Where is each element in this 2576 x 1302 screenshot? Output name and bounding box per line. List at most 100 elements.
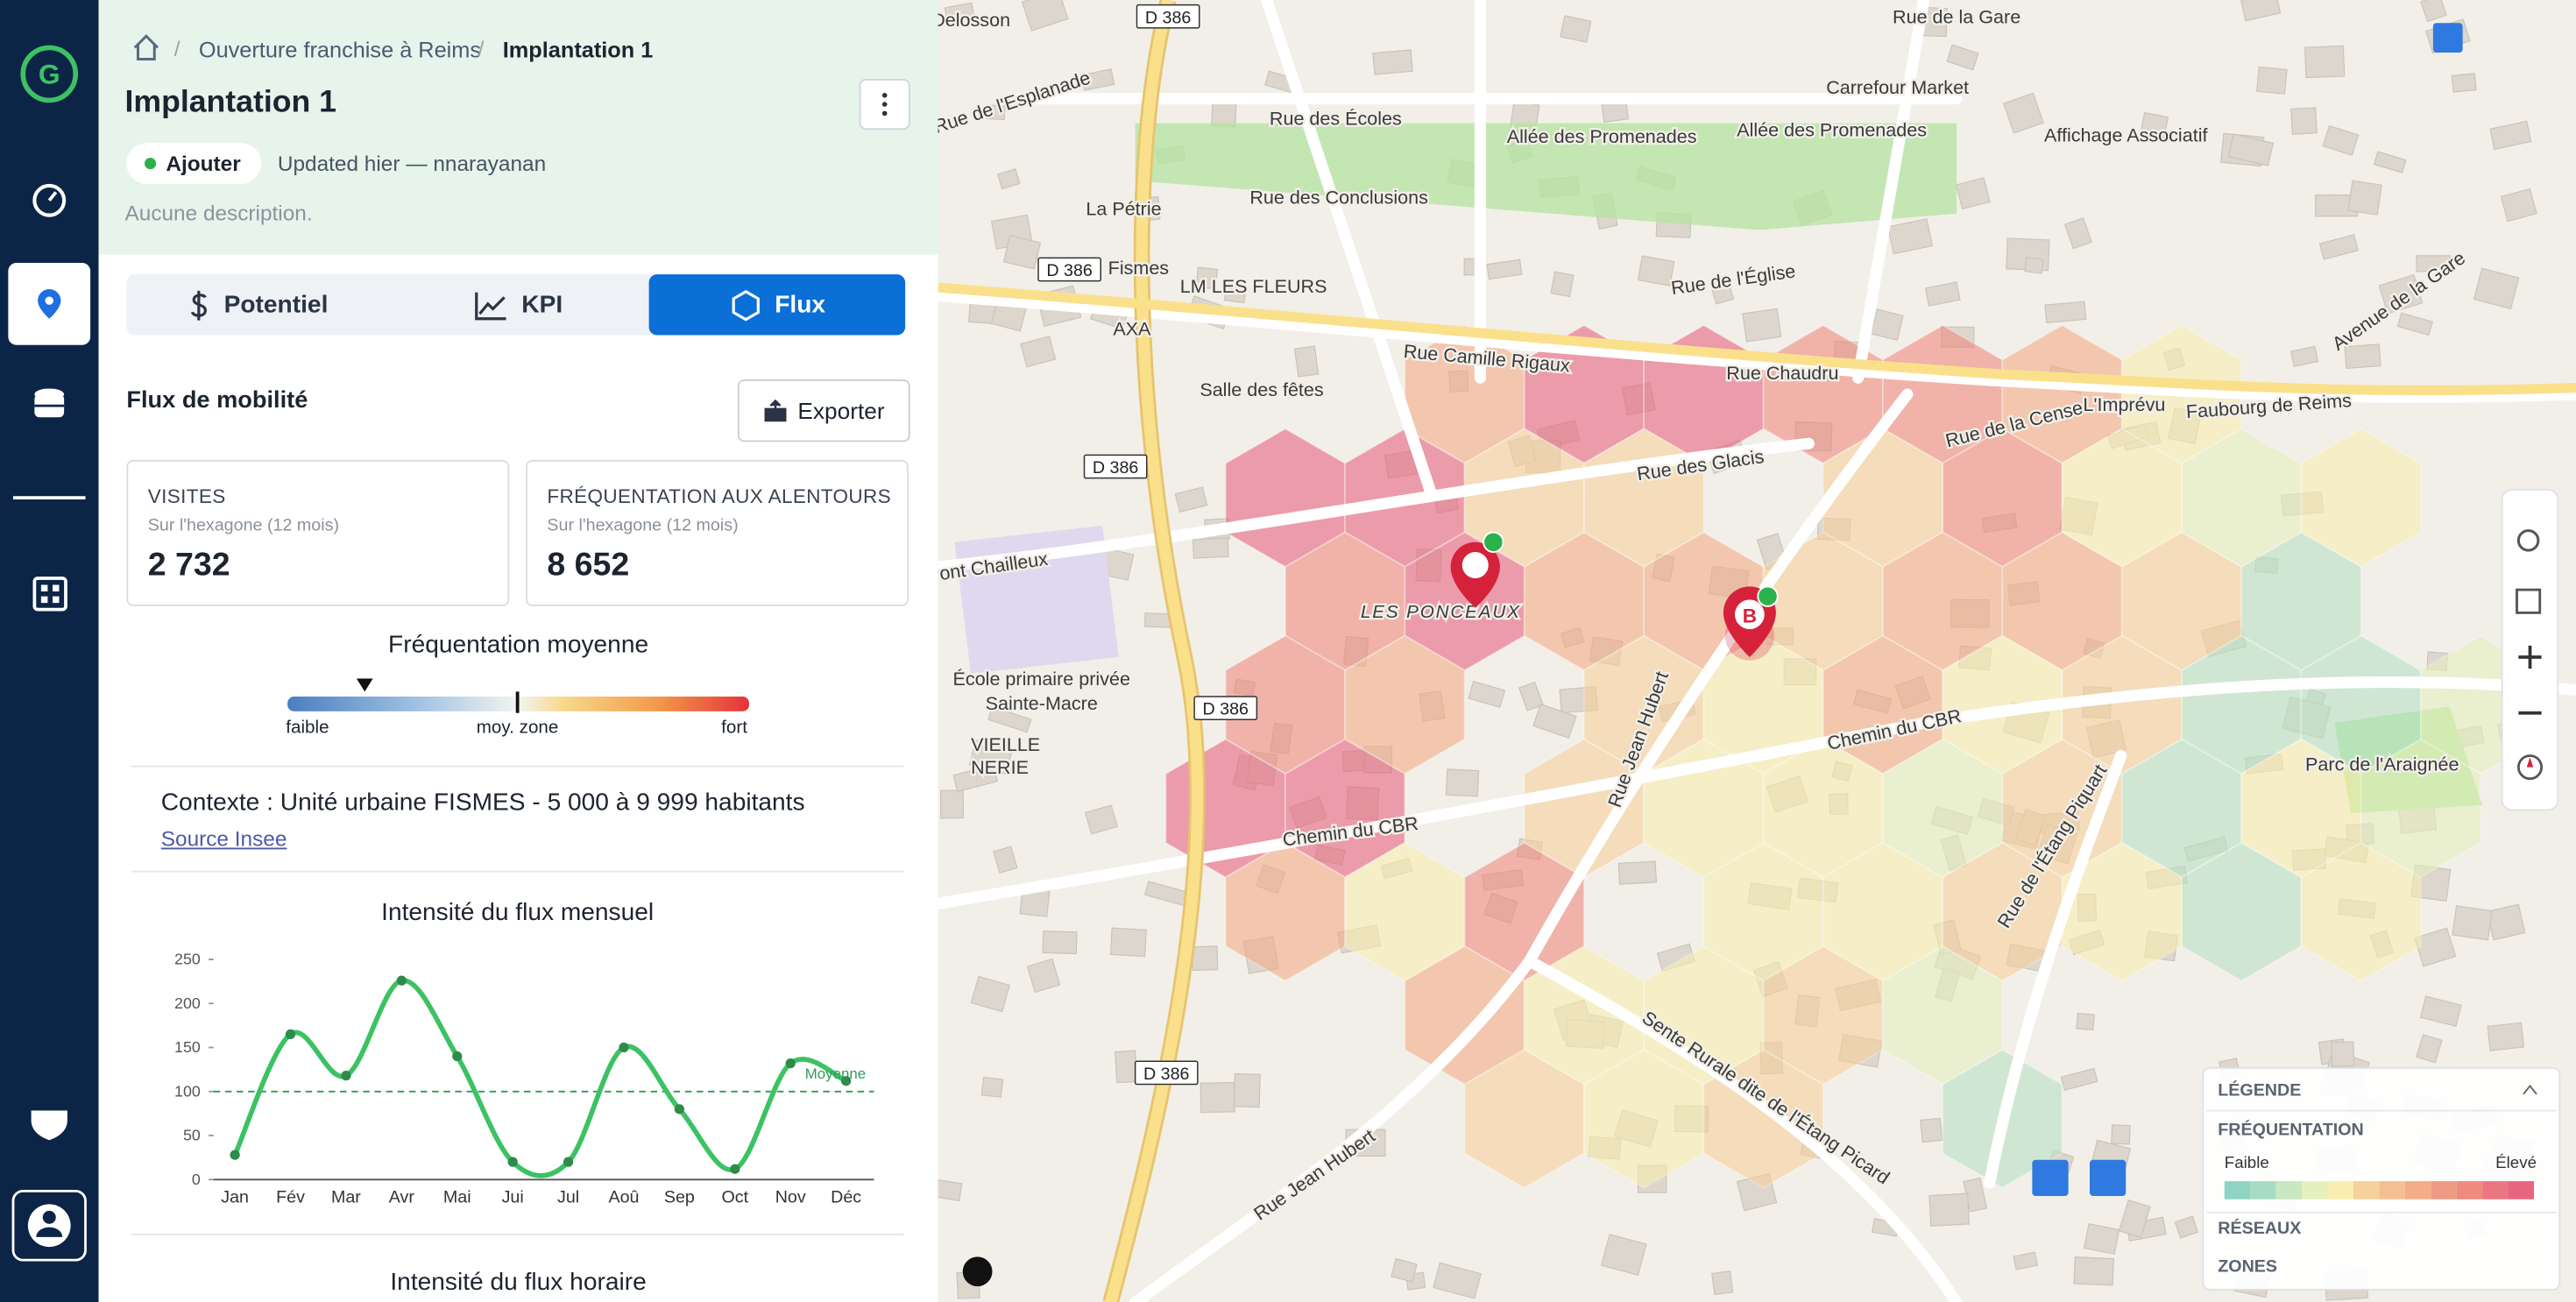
breadcrumb-link[interactable]: Ouverture franchise à Reims — [198, 38, 482, 63]
b-marker-letter: B — [1743, 605, 1757, 627]
status-label: Ajouter — [166, 151, 241, 176]
gauge-mid: moy. zone — [476, 718, 559, 738]
map-label: Parc de l'Araignée — [2305, 753, 2459, 775]
building — [1372, 49, 1413, 75]
logo[interactable] — [20, 45, 79, 103]
road-shield — [1136, 4, 1200, 29]
building — [1002, 235, 1042, 270]
building — [968, 739, 1014, 775]
building — [1391, 1257, 1418, 1283]
tab-label: Flux — [775, 290, 826, 319]
road-number: D 386 — [1046, 261, 1093, 280]
data-point — [341, 1071, 351, 1081]
tab[interactable]: KPI — [389, 274, 648, 335]
map-label: Fismes — [1108, 257, 1169, 279]
building — [1114, 1050, 1138, 1084]
tab-active[interactable]: Flux — [648, 274, 906, 336]
menu-button[interactable] — [859, 79, 910, 131]
dashboard-needle — [47, 191, 58, 202]
gauge-high: fort — [721, 718, 747, 738]
legend-swatch — [2508, 1181, 2534, 1199]
building — [2378, 273, 2424, 315]
data-point — [674, 1104, 685, 1114]
x-tick-label: Aoû — [608, 1188, 639, 1207]
building — [2373, 151, 2407, 173]
grid-icon[interactable] — [32, 577, 67, 612]
legend-swatch — [2250, 1181, 2276, 1199]
source-link[interactable]: Source Insee — [160, 826, 287, 852]
building — [2414, 927, 2457, 967]
x-tick-label: Jul — [557, 1188, 579, 1207]
building — [1084, 804, 1118, 835]
user-avatar — [27, 1204, 71, 1248]
roads — [938, 0, 2576, 1302]
marker-add[interactable] — [1757, 585, 1779, 607]
y-tick-label: 100 — [174, 1082, 201, 1100]
kebab-icon — [881, 92, 888, 117]
building — [2420, 0, 2447, 23]
status-chip[interactable]: Ajouter — [126, 143, 261, 184]
compass[interactable] — [2516, 754, 2544, 781]
map-label: Rue des Conclusions — [1249, 187, 1428, 209]
info-button[interactable] — [962, 1256, 993, 1287]
building — [2063, 217, 2092, 250]
chart-title: Intensité du flux mensuel — [381, 898, 654, 925]
building — [1924, 281, 1961, 307]
gauge-pointer — [356, 678, 373, 692]
hexagon[interactable] — [2300, 841, 2422, 982]
tab[interactable]: Potentiel — [126, 274, 389, 335]
building — [2060, 1067, 2098, 1091]
building — [2118, 1199, 2151, 1238]
legend-collapse[interactable] — [2523, 1084, 2537, 1095]
parking — [2032, 1159, 2069, 1196]
series-line — [232, 978, 847, 1178]
export-button[interactable]: Exporter — [737, 379, 910, 442]
building — [1026, 958, 1061, 994]
legend-swatch — [2379, 1181, 2405, 1199]
search-control[interactable] — [2516, 529, 2540, 552]
parking — [2090, 1159, 2127, 1196]
building — [2174, 1215, 2199, 1239]
building — [1550, 271, 1575, 298]
building — [2255, 66, 2288, 95]
legend-section[interactable]: FRÉQUENTATION — [2218, 1120, 2363, 1140]
building — [1711, 285, 1735, 305]
fit-control[interactable] — [2516, 588, 2542, 614]
main-road — [1105, 0, 1204, 1302]
home-icon[interactable] — [131, 33, 161, 63]
legend-scale — [2224, 1181, 2534, 1199]
dashboard-icon[interactable] — [32, 183, 67, 217]
main-road — [938, 282, 2576, 396]
breadcrumb-sep: / — [478, 36, 485, 61]
building — [1532, 703, 1577, 739]
map[interactable]: D 386 D 386 D 386 D 386 D 386 Rue des Écoles A… — [938, 0, 2576, 1302]
building — [1955, 177, 1991, 210]
y-tick-label: 250 — [174, 951, 201, 968]
road-number: D 386 — [1093, 458, 1139, 478]
building — [2331, 1041, 2355, 1067]
building — [1433, 1262, 1483, 1299]
zoom-in[interactable] — [2518, 645, 2542, 669]
building — [1192, 537, 1229, 559]
data-point — [452, 1051, 463, 1062]
map-label: La Pétrie — [1086, 198, 1161, 220]
y-tick-label: 200 — [174, 994, 201, 1012]
building — [1021, 0, 1069, 32]
building — [1468, 680, 1506, 709]
map-label: Rue des Écoles — [1270, 108, 1402, 130]
user-button[interactable] — [11, 1189, 87, 1262]
y-tick-label: 0 — [192, 1171, 201, 1188]
building — [1109, 927, 1147, 958]
logo-letter: G — [39, 59, 60, 90]
legend-box — [2202, 1066, 2561, 1291]
legend-zones[interactable]: ZONES — [2218, 1256, 2277, 1276]
shield-icon[interactable] — [31, 1110, 67, 1141]
building — [1560, 15, 1592, 43]
grid-cell — [40, 596, 48, 604]
map-label: École primaire privée — [953, 668, 1130, 690]
building — [1518, 681, 1544, 711]
marker-add[interactable] — [1483, 531, 1504, 553]
building — [2290, 107, 2318, 135]
legend-networks[interactable]: RÉSEAUX — [2218, 1218, 2301, 1238]
park — [1135, 123, 1957, 230]
